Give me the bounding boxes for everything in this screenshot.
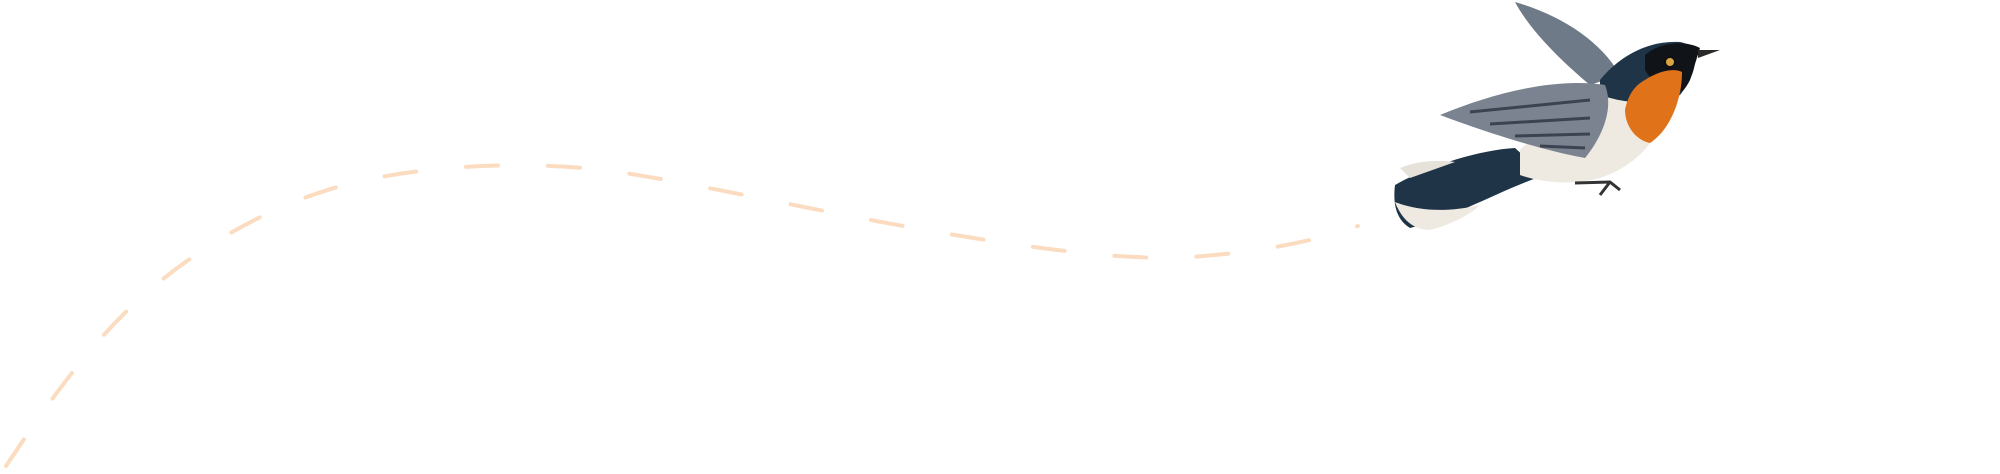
bird-illustration [1394,2,1720,230]
bird-eye [1664,56,1676,68]
bird-throat [1625,70,1682,143]
bird-upper-wing [1515,2,1620,85]
bird-beak [1698,50,1720,58]
dashed-flight-path [4,163,1360,468]
bird-wing-stripes [1469,98,1591,150]
bird-legs [1574,180,1621,196]
bird-tail-top [1400,160,1455,178]
bird-tail-tip [1395,202,1480,230]
